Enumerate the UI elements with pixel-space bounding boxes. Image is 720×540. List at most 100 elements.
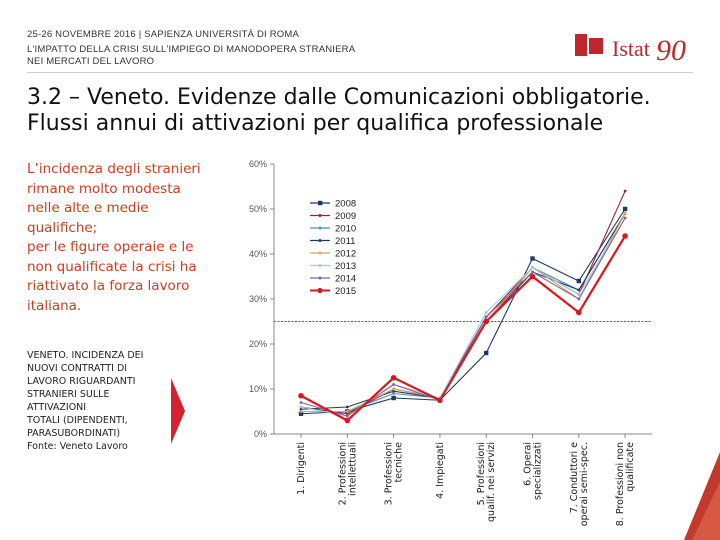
x-tick-label-line: 5. Professioni: [476, 442, 487, 505]
data-point-2008: [391, 395, 396, 401]
chart-caption: VENETO. INCIDENZA DEI NUOVI CONTRATTI DI…: [27, 349, 177, 453]
legend-marker-2010: [318, 226, 322, 230]
x-tick-label: 2. Professioni intellettuali: [337, 442, 358, 505]
legend-marker-2014: [318, 276, 322, 280]
y-tick-label: 40%: [249, 249, 267, 259]
event-header: 25-26 NOVEMBRE 2016 | SAPIENZA UNIVERSIT…: [27, 29, 300, 40]
logo-text: Istat: [612, 36, 650, 61]
caption-line: LAVORO RIGUARDANTI: [27, 376, 136, 387]
caption-source: Fonte: Veneto Lavoro: [27, 441, 128, 452]
x-tick-label-line: 3. Professioni: [384, 442, 395, 505]
data-point-2011: [577, 288, 581, 292]
decorative-corner-wedge: [684, 452, 720, 540]
slide-title-line2: Flussi annui di attivazioni per qualific…: [27, 111, 604, 136]
x-tick-label: 7. Conduttori e operai semi-spec.: [569, 442, 590, 526]
data-point-2014: [484, 315, 488, 319]
data-point-2015: [390, 374, 397, 381]
x-tick-label: 5. Professioni qualif. nei servizi: [476, 442, 497, 522]
x-tick-label-line: 4. Impiegati: [435, 442, 446, 499]
data-point-2013: [484, 311, 488, 314]
data-point-2012: [299, 410, 303, 413]
data-point-2009: [623, 189, 627, 193]
legend-label-2012: 2012: [335, 249, 356, 260]
legend-marker-2015: [317, 287, 323, 294]
caption-line: ATTIVAZIONI: [27, 402, 87, 413]
caption-line: NUOVI CONTRATTI DI: [27, 363, 128, 374]
data-point-2015: [622, 233, 628, 239]
caption-line: STRANIERI SULLE: [27, 389, 110, 400]
caption-line: TOTALI (DIPENDENTI,: [27, 415, 128, 426]
presentation-subtitle-line2: NEI MERCATI DEL LAVORO: [27, 56, 155, 67]
x-tick-label-line: tecniche: [394, 442, 405, 483]
intro-line: riattivato la forza lavoro: [27, 278, 190, 294]
data-point-2008: [484, 350, 489, 356]
y-tick-label: 50%: [249, 204, 267, 214]
intro-text: L’incidenza degli stranieri rimane molto…: [27, 160, 227, 316]
data-point-2012: [623, 212, 627, 215]
data-point-2015: [483, 318, 489, 325]
header-divider: [27, 72, 693, 73]
data-point-2015: [344, 417, 351, 424]
legend-label-2015: 2015: [335, 286, 356, 297]
data-point-2008: [298, 411, 304, 416]
x-tick-label-line: 7. Conduttori e: [569, 442, 580, 513]
legend-label-2014: 2014: [335, 274, 356, 285]
data-point-2013: [577, 293, 581, 296]
data-point-2014: [577, 297, 581, 301]
x-tick-label: 4. Impiegati: [435, 442, 446, 499]
x-tick-label-line: 1. Dirigenti: [296, 442, 307, 495]
legend-marker-2013: [318, 264, 322, 267]
data-point-2012: [345, 410, 349, 413]
intro-line: non qualificate la crisi ha: [27, 258, 197, 275]
caption-line: PARASUBORDINATI): [27, 428, 121, 439]
x-tick-label: 1. Dirigenti: [296, 442, 307, 495]
data-point-2008: [530, 256, 535, 261]
data-point-2010: [392, 392, 395, 395]
istat-logo: Istat 90: [575, 34, 686, 66]
x-tick-label: 8. Professioni non qualificate: [615, 442, 636, 526]
y-tick-label: 30%: [249, 294, 267, 304]
data-point-2012: [392, 387, 395, 391]
legend-label-2010: 2010: [335, 224, 356, 235]
x-tick-label-line: qualif. nei servizi: [486, 442, 497, 522]
data-point-2014: [345, 414, 349, 418]
intro-line: qualifiche;: [27, 219, 98, 236]
data-point-2014: [392, 383, 395, 386]
data-point-2008: [622, 206, 628, 212]
line-chart: 0% 10% 20% 30% 40% 50% 60% 1. Dirigenti 2. Profe…: [249, 159, 652, 526]
data-point-2015: [437, 397, 443, 404]
x-tick-label-line: 6. Operai: [523, 442, 534, 486]
data-point-2014: [299, 401, 303, 404]
series-line-2014: [300, 217, 626, 417]
legend-label-2013: 2013: [335, 261, 356, 272]
legend-marker-2008: [318, 200, 323, 206]
y-tick-label: 20%: [249, 339, 267, 349]
intro-line: per le figure operaie e le: [27, 239, 194, 255]
intro-line: nelle alte e medie: [27, 200, 149, 216]
data-point-2008: [576, 278, 581, 284]
presentation-subtitle-line1: L'IMPATTO DELLA CRISI SULL'IMPIEGO DI MA…: [27, 44, 356, 55]
legend-label-2011: 2011: [335, 236, 355, 247]
data-point-2013: [299, 405, 303, 409]
x-tick-label-line: specializzati: [533, 442, 544, 500]
y-tick-label: 10%: [249, 384, 267, 394]
legend-marker-2012: [318, 251, 322, 255]
legend-marker-2009: [318, 214, 322, 217]
intro-line: L’incidenza degli stranieri: [27, 161, 201, 177]
arrow-right-icon: [171, 378, 185, 444]
legend-label-2008: 2008: [335, 199, 356, 210]
slide-title: 3.2 – Veneto. Evidenze dalle Comunicazio…: [27, 85, 707, 137]
x-tick-label-line: 8. Professioni non: [615, 442, 626, 526]
slide-title-line1: 3.2 – Veneto. Evidenze dalle Comunicazio…: [27, 85, 651, 110]
logo-number: 90: [656, 34, 686, 66]
x-tick-label: 6. Operai specializzati: [523, 442, 544, 500]
data-point-2014: [531, 270, 534, 274]
data-point-2011: [299, 407, 303, 411]
y-tick-label: 60%: [249, 159, 267, 169]
data-point-2013: [531, 266, 534, 269]
x-tick-label-line: intellettuali: [347, 442, 358, 496]
data-point-2011: [345, 405, 349, 409]
series-line-2015: [300, 235, 627, 422]
data-point-2011: [392, 389, 395, 393]
x-tick-label-line: qualificate: [625, 442, 636, 492]
